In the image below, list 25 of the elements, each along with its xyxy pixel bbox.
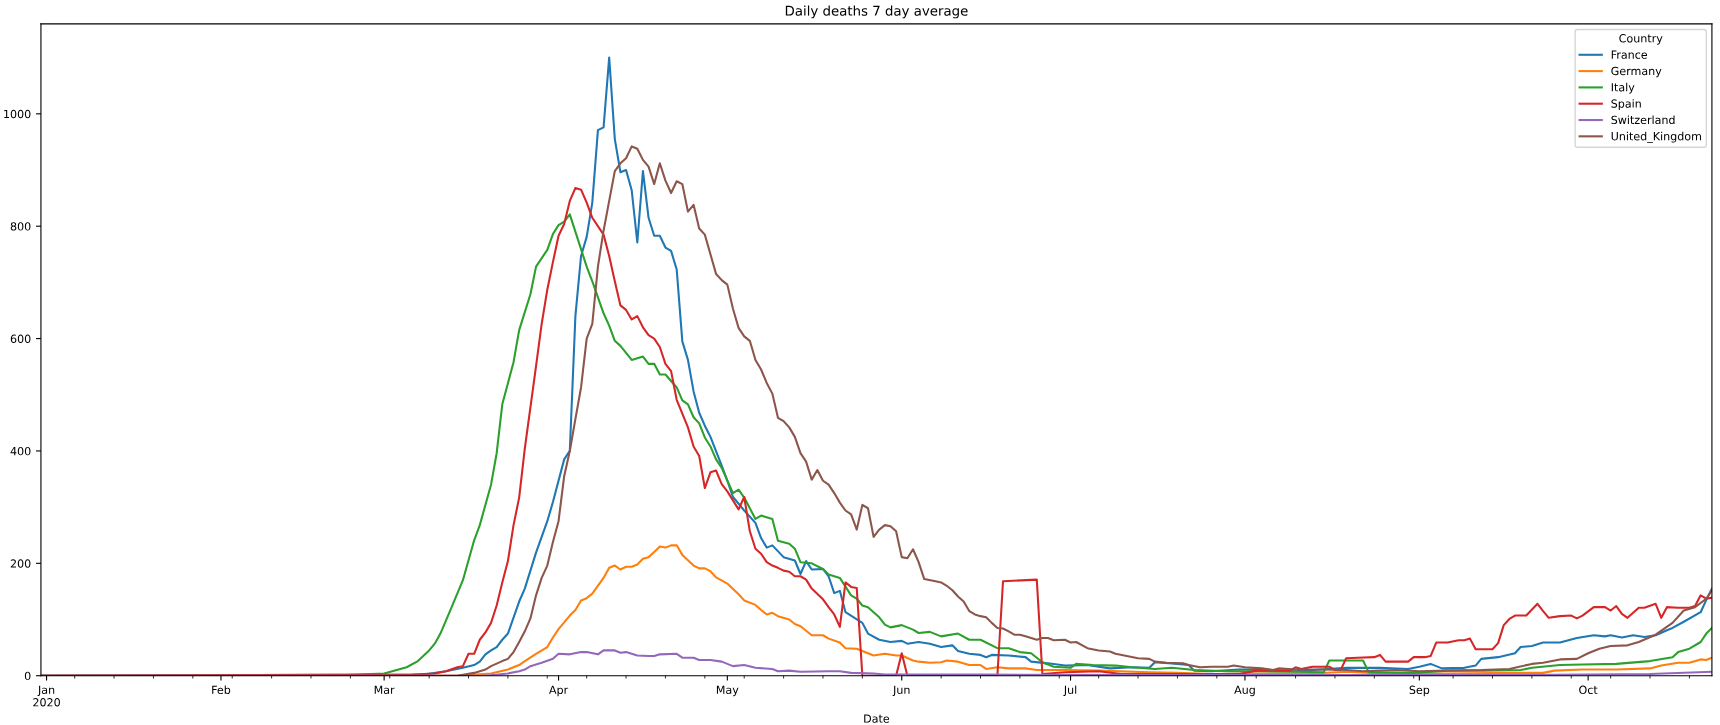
legend-label: Germany — [1611, 66, 1662, 78]
legend-label: United_Kingdom — [1611, 131, 1701, 143]
x-tick-label: Aug — [1234, 685, 1255, 697]
legend-label: Switzerland — [1611, 115, 1675, 125]
x-tick-label: Jun — [892, 685, 910, 697]
y-tick-label: 0 — [24, 671, 31, 681]
legend-label: France — [1611, 50, 1648, 59]
x-tick-label: Jan 2020 — [33, 685, 60, 707]
legend-label: Italy — [1611, 82, 1635, 94]
chart-title: Daily deaths 7 day average — [785, 5, 968, 19]
x-tick-label: May — [716, 685, 739, 697]
x-tick-label: Jul — [1063, 685, 1077, 697]
y-tick-label: 600 — [10, 334, 31, 343]
x-tick-label: Apr — [549, 685, 569, 697]
x-tick-label: Feb — [212, 685, 231, 695]
y-tick-label: 800 — [10, 222, 31, 231]
x-axis-title: Date — [864, 714, 890, 723]
y-tick-label: 1000 — [4, 109, 31, 119]
x-tick-label: Oct — [1579, 685, 1598, 695]
y-tick-label: 400 — [10, 446, 31, 456]
x-tick-label: Sep — [1409, 685, 1430, 697]
y-tick-label: 200 — [10, 559, 31, 568]
legend-title: Country — [1619, 34, 1663, 45]
x-tick-label: Mar — [374, 685, 395, 695]
legend-label: Spain — [1611, 99, 1641, 110]
